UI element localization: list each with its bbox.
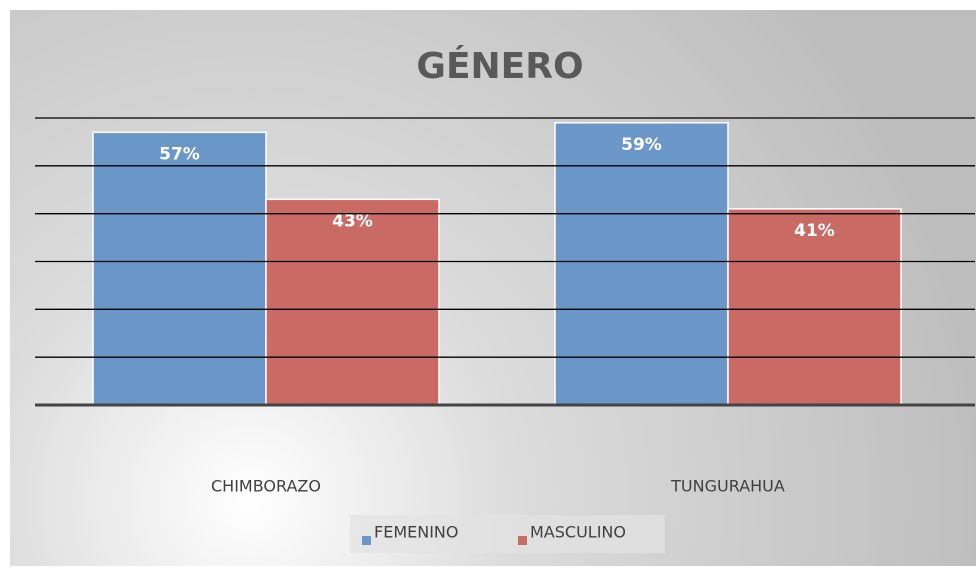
bar xyxy=(727,208,902,406)
x-tick-label: CHIMBORAZO xyxy=(211,477,321,496)
data-label: 41% xyxy=(794,221,835,241)
legend-label: FEMENINO xyxy=(374,523,458,542)
chart-title: GÉNERO xyxy=(416,45,583,87)
x-tick-label: TUNGURAHUA xyxy=(670,477,785,496)
legend-swatch xyxy=(518,536,527,545)
legend-box xyxy=(350,515,665,553)
data-label: 43% xyxy=(332,211,373,231)
bar xyxy=(554,122,729,406)
bar xyxy=(92,131,267,406)
data-label: 59% xyxy=(621,135,662,155)
data-label: 57% xyxy=(159,144,200,164)
legend-swatch xyxy=(362,536,371,545)
legend-label: MASCULINO xyxy=(530,523,626,542)
